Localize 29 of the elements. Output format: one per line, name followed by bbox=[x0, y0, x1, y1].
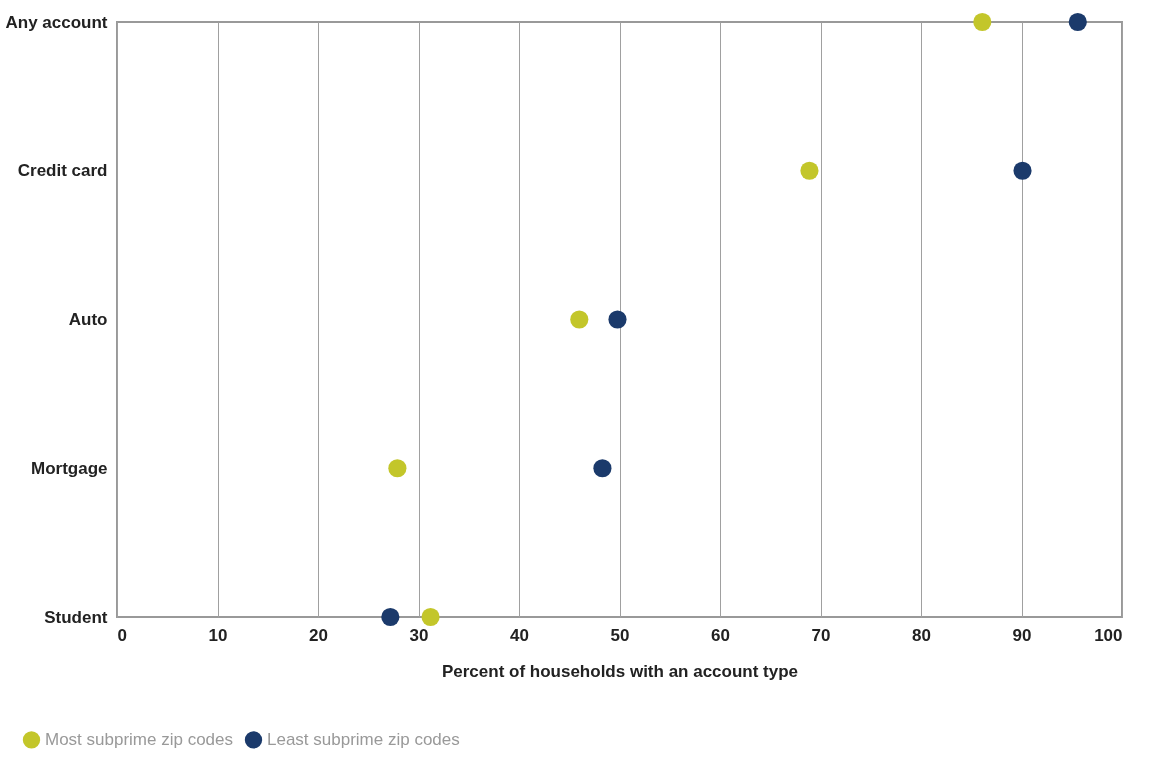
x-axis-title: Percent of households with an account type bbox=[441, 661, 799, 681]
point bbox=[1013, 161, 1032, 180]
legend-label: Least subprime zip codes bbox=[267, 729, 460, 749]
point bbox=[593, 459, 612, 478]
y-tick-label: Credit card bbox=[17, 161, 108, 181]
x-tick-label: 0 bbox=[117, 625, 127, 645]
point bbox=[388, 459, 407, 478]
x-tick-label: 90 bbox=[1012, 625, 1032, 645]
point bbox=[1068, 12, 1087, 32]
point bbox=[421, 607, 440, 627]
x-tick-label: 100 bbox=[1094, 625, 1123, 645]
y-tick-label: Mortgage bbox=[31, 458, 108, 478]
point bbox=[608, 310, 627, 329]
y-tick-label: Any account bbox=[5, 12, 108, 32]
x-tick-label: 30 bbox=[409, 625, 429, 645]
y-tick-label: Auto bbox=[68, 310, 108, 329]
point bbox=[973, 12, 992, 32]
point bbox=[381, 607, 400, 627]
x-tick-label: 50 bbox=[610, 625, 630, 645]
y-tick-label: Student bbox=[44, 607, 108, 627]
point bbox=[800, 161, 819, 180]
x-tick-label: 20 bbox=[309, 625, 328, 645]
legend-label: Most subprime zip codes bbox=[45, 729, 234, 749]
x-tick-label: 40 bbox=[510, 625, 529, 645]
x-tick-label: 10 bbox=[208, 625, 228, 645]
point bbox=[570, 310, 589, 329]
x-tick-label: 80 bbox=[912, 625, 931, 645]
x-tick-label: 70 bbox=[811, 625, 831, 645]
x-tick-label: 60 bbox=[711, 625, 730, 645]
